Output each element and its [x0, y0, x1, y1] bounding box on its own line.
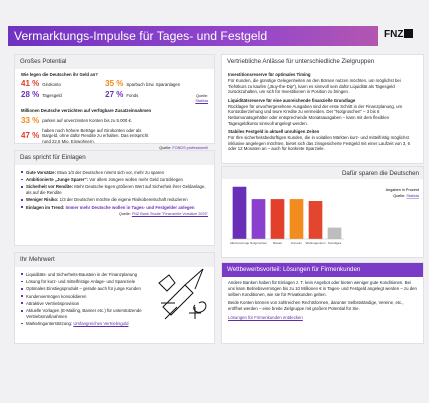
x-tick-label: Konsum	[291, 241, 303, 245]
chart-note: Angaben in Prozent	[386, 188, 420, 192]
stat-value: 27 %	[105, 90, 123, 101]
logo: FNZ	[384, 29, 413, 40]
source-label: Quelle:	[119, 212, 131, 216]
argument-text: Vor allem Jüngere wollen mehr Geld zurüc…	[89, 177, 183, 182]
argument-lead: Einlagen im Trend:	[26, 205, 64, 210]
benefit-item: Optimales Einstiegsprodukt – gerade auch…	[21, 286, 146, 292]
bar	[233, 187, 247, 239]
x-tick-label: Reisen	[273, 241, 283, 245]
title-banner: Vermarktungs-Impulse für Tages- und Fest…	[8, 26, 378, 46]
stat-label: Tagesgeld	[42, 93, 62, 99]
fact-value: 33 %	[21, 116, 39, 127]
argument-item: Ambitionierte „Junge Sparer“: Vor allem …	[21, 177, 208, 183]
question: Wie legen die Deutschen ihr Geld an?	[21, 72, 208, 78]
benefit-lead: Marketingunterstützung:	[26, 321, 72, 326]
subheading: Millionen Deutsche verzichten auf verfüg…	[21, 108, 208, 114]
source-label: Quelle:	[393, 194, 405, 198]
chart-source: Quelle: Statista	[393, 194, 420, 198]
chart-card: Dafür sparen die Deutschen Angaben in Pr…	[221, 166, 424, 258]
stat-row: 41 %Girokonto 35 %Sparbuch bzw. Sparanla…	[21, 79, 208, 90]
benefit-link[interactable]: Umfangreiches Vertriebsgold	[73, 321, 128, 326]
source-link[interactable]: FNZ Bank Studie "Finanzielle Vorsätze 20…	[132, 212, 208, 216]
stat-label: Sparbuch bzw. Sparanlagen	[126, 82, 180, 88]
argument-list: Gute Vorsätze: Etwa 1/3 der Deutschen ni…	[21, 170, 208, 210]
x-tick-label: Notgroschen	[250, 241, 267, 245]
argument-lead: Ambitionierte „Junge Sparer“:	[26, 177, 88, 182]
source-link[interactable]: Statista	[195, 99, 208, 103]
occasion-text: Für Ihre sicherheitsbedürftigen Kunden, …	[228, 135, 410, 151]
fact: 33 %parken auf unverzinsten Konten bis z…	[21, 116, 208, 127]
source-link[interactable]: Statista	[406, 194, 420, 198]
argument-lead: Sicherheit vor Rendite:	[26, 184, 73, 189]
bar	[309, 201, 323, 239]
argument-item: Weniger Risiko: 1/3 der Deutschen möchte…	[21, 197, 208, 203]
body: Vermarktungs-Impulse für Tages- und Fest…	[0, 0, 429, 403]
occasion: Liquiditätsreserve für eine ausreichende…	[228, 98, 417, 126]
occasion-text: Für Kunden, die günstige Gelegenheiten a…	[228, 78, 401, 94]
fact-text: parken auf unverzinsten Konten bis zu 5.…	[42, 118, 132, 124]
card-title: Das spricht für Einlagen	[15, 151, 214, 165]
source: Quelle: FNZ Bank Studie "Finanzielle Vor…	[21, 212, 208, 217]
fact-text: haben noch höhere Beträge auf Girokonten…	[42, 128, 152, 145]
argument-item: Einlagen im Trend: Immer mehr Deutsche w…	[21, 205, 208, 211]
fact-value: 47 %	[21, 131, 39, 142]
bar	[290, 199, 304, 239]
source: Quelle: Statista	[189, 94, 208, 104]
paragraph: Beide Konten können von zahlreichen Rech…	[228, 300, 417, 311]
argument-text: Immer mehr Deutsche wollen in Tages- und…	[66, 205, 195, 210]
potential-card: Großes Potential Wie legen die Deutschen…	[14, 54, 215, 144]
argument-text: Etwa 1/3 der Deutschen nimmt sich vor, m…	[57, 170, 164, 175]
arguments-card: Das spricht für Einlagen Gute Vorsätze: …	[14, 150, 215, 246]
occasion-list: Investitionsreserve für optimales Timing…	[222, 69, 423, 158]
logo-square	[404, 29, 413, 38]
benefit-item: Kundenvermögen konsolidieren	[21, 294, 146, 300]
bar	[328, 228, 342, 239]
argument-text: 1/3 der Deutschen möchte die eigene Risi…	[60, 197, 188, 202]
benefit-list: Liquiditäts- und Sicherheits-Baustein in…	[21, 272, 146, 320]
source-label: Quelle:	[196, 94, 208, 98]
card-title: Vertriebliche Anlässe für unterschiedlic…	[222, 55, 423, 69]
logo-text: FNZ	[384, 29, 403, 40]
stat-label: Fonds	[126, 93, 138, 99]
argument-item: Gute Vorsätze: Etwa 1/3 der Deutschen ni…	[21, 170, 208, 176]
stat-value: 35 %	[105, 79, 123, 90]
benefit-item: Attraktive Vertriebsprovision	[21, 301, 146, 307]
occasion-text: Rücklagen für unvorhergesehene Ausgaben …	[228, 104, 402, 126]
argument-lead: Gute Vorsätze:	[26, 170, 56, 175]
stat-label: Girokonto	[42, 82, 61, 88]
stat-value: 41 %	[21, 79, 39, 90]
business-link[interactable]: Lösungen für Firmenkunden entdecken	[228, 315, 303, 320]
stat-value: 28 %	[21, 90, 39, 101]
benefit-item: Lösung für kurz- und mittelfristige Anla…	[21, 279, 146, 285]
x-tick-label: Sonstiges	[328, 241, 342, 245]
occasion: Investitionsreserve für optimales Timing…	[228, 72, 417, 95]
illustration	[155, 263, 213, 321]
card-title: Großes Potential	[15, 55, 214, 69]
stat-row: 28 %Tagesgeld 27 %Fonds Quelle: Statista	[21, 90, 208, 104]
card-title: Wettbewerbsvorteil: Lösungen für Firmenk…	[222, 263, 423, 277]
occasion: Stabiles Festgeld in aktuell unruhigen Z…	[228, 129, 417, 152]
occasions-card: Vertriebliche Anlässe für unterschiedlic…	[221, 54, 424, 164]
chart-title: Dafür sparen die Deutschen	[342, 170, 420, 177]
benefit-item: Aktuelle Vorlagen (E-Mailing, Banner etc…	[21, 308, 146, 319]
benefit-item: Marketingunterstützung: Umfangreiches Ve…	[21, 321, 146, 327]
page-title: Vermarktungs-Impulse für Tages- und Fest…	[14, 29, 267, 43]
paragraph: Andere Banken haben für Einlagen z. T. k…	[228, 280, 417, 297]
argument-item: Sicherheit vor Rendite: Mehr Deutsche le…	[21, 184, 208, 195]
x-tick-label: Altersvorsorge	[230, 241, 250, 245]
fact: 47 %haben noch höhere Beträge auf Giroko…	[21, 128, 208, 145]
bar	[252, 199, 266, 239]
business-card: Wettbewerbsvorteil: Lösungen für Firmenk…	[221, 262, 424, 344]
bar	[271, 199, 285, 239]
benefits-card: Ihr Mehrwert Liquiditäts- und Sicherheit…	[14, 252, 215, 344]
chart: Dafür sparen die Deutschen Angaben in Pr…	[222, 167, 423, 257]
benefit-item: Liquiditäts- und Sicherheits-Baustein in…	[21, 272, 146, 278]
argument-lead: Weniger Risiko:	[26, 197, 58, 202]
x-tick-label: Wohneigentum	[305, 241, 326, 245]
page: Vermarktungs-Impulse { "header": {"title…	[0, 0, 429, 403]
